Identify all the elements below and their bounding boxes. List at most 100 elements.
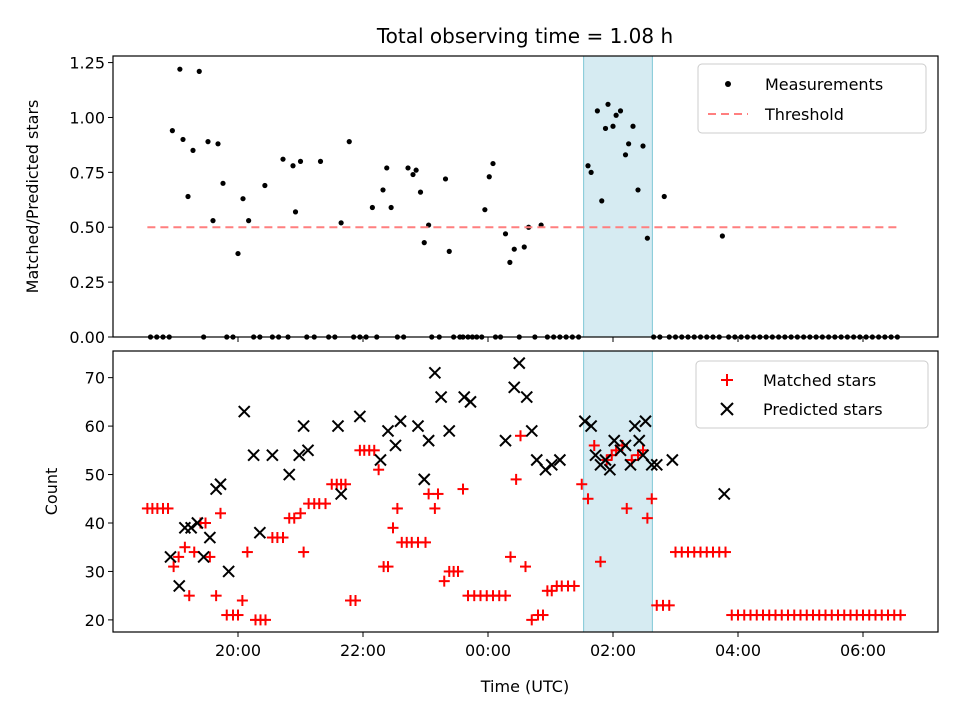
top-y-axis-label: Matched/Predicted stars <box>23 100 42 294</box>
measurement-point <box>246 218 252 224</box>
matched-star-point <box>168 561 180 573</box>
legend-bottom-box <box>695 360 929 429</box>
predicted-star-point <box>353 410 367 423</box>
predicted-star-point <box>334 487 348 501</box>
measurement-point <box>417 189 424 195</box>
predicted-star-point <box>508 381 521 394</box>
predicted-star-point <box>639 415 652 428</box>
predicted-star-point <box>553 453 567 467</box>
measurement-point <box>177 66 183 72</box>
predicted-star-point <box>443 424 456 438</box>
matched-star-point <box>204 551 216 563</box>
predicted-star-point <box>650 458 663 472</box>
legend-predicted-label: Predicted stars <box>763 400 883 419</box>
matched-star-point <box>576 478 588 490</box>
matched-star-point <box>277 532 289 544</box>
measurement-point <box>220 180 226 186</box>
predicted-star-point <box>434 390 448 404</box>
y-tick-label: 60 <box>85 417 105 436</box>
x-axis-label: Time (UTC) <box>480 677 569 696</box>
measurement-point <box>405 165 411 171</box>
predicted-star-point <box>203 531 217 544</box>
y-tick-label: 70 <box>85 369 105 388</box>
measurement-point <box>661 193 667 200</box>
matched-star-point <box>895 609 906 621</box>
predicted-star-point <box>197 550 210 564</box>
bottom-y-axis-label: Count <box>42 468 61 516</box>
measurement-point <box>384 165 390 171</box>
matched-star-point <box>641 512 653 524</box>
matched-star-point <box>500 590 511 602</box>
predicted-star-point <box>624 458 637 472</box>
matched-star-point <box>537 609 549 621</box>
predicted-star-point <box>238 405 251 418</box>
y-tick-label: 30 <box>85 562 105 581</box>
matched-stars-markers <box>141 430 906 626</box>
matched-star-point <box>260 614 271 626</box>
matched-star-point <box>210 590 222 602</box>
predicted-star-point <box>499 434 512 447</box>
predicted-star-point <box>636 448 650 462</box>
legend-predicted-marker <box>720 402 734 416</box>
legend-top: Measurements Threshold <box>697 63 927 134</box>
measurement-point <box>617 108 624 114</box>
measurement-point <box>490 160 496 167</box>
measurement-point <box>507 259 513 265</box>
matched-star-point <box>720 546 731 558</box>
matched-star-point <box>429 502 441 514</box>
measurement-point <box>240 196 246 202</box>
measurement-point <box>196 68 202 74</box>
predicted-star-point <box>545 458 558 472</box>
measurement-point <box>346 139 352 145</box>
predicted-star-point <box>520 390 533 404</box>
measurement-point <box>630 123 636 129</box>
matched-star-point <box>173 551 185 563</box>
y-tick-label: 0.25 <box>69 273 105 292</box>
matched-star-point <box>452 565 464 577</box>
measurement-point <box>235 250 241 257</box>
chart-title: Total observing time = 1.08 h <box>376 24 673 48</box>
measurement-point <box>410 171 416 178</box>
measurement-point <box>622 152 629 158</box>
matched-star-point <box>179 541 191 553</box>
predicted-star-point <box>513 356 526 370</box>
matched-star-point <box>432 488 444 500</box>
predicted-star-point <box>214 478 227 491</box>
matched-star-point <box>162 502 174 514</box>
predicted-star-point <box>718 487 731 501</box>
measurement-point <box>210 218 216 224</box>
predicted-star-point <box>411 419 425 433</box>
measurement-point <box>719 233 725 239</box>
measurement-point <box>585 163 591 169</box>
matched-star-point <box>423 488 435 500</box>
matched-star-point <box>588 439 600 451</box>
predicted-star-point <box>301 444 315 457</box>
predicted-star-point <box>389 439 402 452</box>
predicted-star-point <box>297 419 310 433</box>
matched-star-point <box>382 561 394 573</box>
y-tick-label: 1.25 <box>69 54 105 73</box>
matched-star-point <box>420 536 431 548</box>
y-tick-label: 0.75 <box>69 163 105 182</box>
measurement-point <box>640 143 646 149</box>
measurement-point <box>169 128 175 134</box>
measurement-point <box>613 112 619 118</box>
measurement-point <box>610 123 616 129</box>
matched-star-point <box>373 464 385 476</box>
predicted-star-point <box>394 415 407 428</box>
measurement-point <box>588 169 594 175</box>
predicted-star-point <box>253 526 267 539</box>
highlight-span-bottom <box>583 350 653 633</box>
matched-star-point <box>368 444 380 456</box>
matched-star-point <box>200 517 211 529</box>
matched-star-point <box>505 551 516 563</box>
matched-star-point <box>457 483 469 495</box>
bottom-y-ticks: 20 30 40 50 60 70 <box>85 369 113 630</box>
predicted-star-point <box>283 468 296 481</box>
measurement-point <box>421 240 427 246</box>
top-axes-frame <box>112 55 939 338</box>
predicted-star-point <box>589 448 602 462</box>
matched-star-point <box>350 595 361 607</box>
y-tick-label: 50 <box>85 466 105 485</box>
